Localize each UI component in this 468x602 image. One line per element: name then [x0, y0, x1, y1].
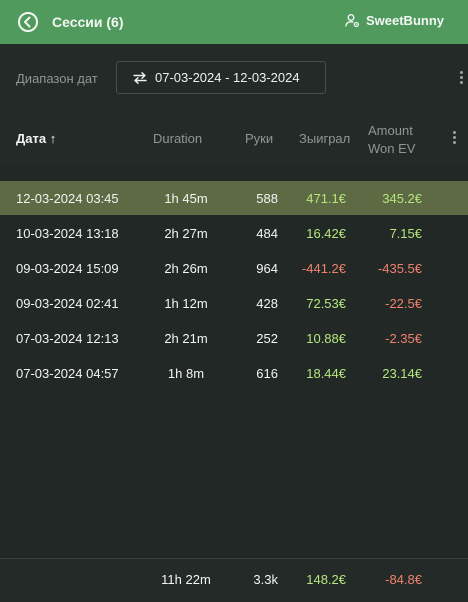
session-hands: 252: [256, 331, 278, 346]
session-duration: 1h 8m: [167, 366, 205, 381]
session-hands: 964: [256, 261, 278, 276]
table-row[interactable]: 07-03-2024 04:57 1h 8m 616 18.44€ 23.14€: [0, 356, 468, 390]
filter-menu-button[interactable]: [456, 69, 466, 87]
table-header: Дата ↑ Duration Руки Зыиграл Amount Won …: [0, 112, 468, 164]
session-won-ev: 345.2€: [382, 191, 422, 206]
total-won-ev: -84.8€: [385, 572, 422, 587]
session-won: -441.2€: [301, 261, 346, 276]
session-duration: 2h 26m: [164, 261, 208, 276]
filter-bar: Диапазон дат 07-03-2024 - 12-03-2024: [0, 44, 468, 112]
back-button[interactable]: [17, 11, 39, 33]
session-hands: 588: [256, 191, 278, 206]
session-won-ev: 23.14€: [382, 366, 422, 381]
date-range-value: 07-03-2024 - 12-03-2024: [155, 70, 300, 85]
session-date: 09-03-2024 15:09: [16, 261, 119, 276]
session-duration: 1h 45m: [164, 191, 208, 206]
table-row[interactable]: 09-03-2024 15:09 2h 26m 964 -441.2€ -435…: [0, 251, 468, 285]
session-won: 10.88€: [306, 331, 346, 346]
kebab-menu-icon: [459, 71, 463, 74]
user-name: SweetBunny: [365, 13, 444, 28]
column-header-hands[interactable]: Руки: [245, 131, 274, 146]
total-hands: 3.3k: [253, 572, 278, 587]
user-menu-button[interactable]: SweetBunny: [345, 13, 444, 28]
session-won-ev: 7.15€: [389, 226, 422, 241]
totals-row: 11h 22m 3.3k 148.2€ -84.8€: [0, 558, 468, 602]
page-title: Сессии (6): [52, 14, 124, 30]
session-duration: 2h 27m: [164, 226, 208, 241]
table-row[interactable]: 09-03-2024 02:41 1h 12m 428 72.53€ -22.5…: [0, 286, 468, 320]
user-settings-icon: [345, 14, 359, 28]
session-won-ev: -22.5€: [385, 296, 422, 311]
session-date: 10-03-2024 13:18: [16, 226, 119, 241]
session-won: 72.53€: [306, 296, 346, 311]
date-range-picker[interactable]: 07-03-2024 - 12-03-2024: [116, 61, 326, 94]
column-header-won-ev[interactable]: Amount Won EV: [368, 122, 415, 158]
table-row[interactable]: 10-03-2024 13:18 2h 27m 484 16.42€ 7.15€: [0, 216, 468, 250]
columns-menu-button[interactable]: [449, 129, 459, 147]
session-duration: 1h 12m: [164, 296, 208, 311]
session-date: 09-03-2024 02:41: [16, 296, 119, 311]
session-date: 12-03-2024 03:45: [16, 191, 119, 206]
column-header-duration[interactable]: Duration: [153, 131, 203, 146]
session-won-ev: -2.35€: [385, 331, 422, 346]
arrow-left-circle-icon: [18, 12, 38, 32]
session-hands: 484: [256, 226, 278, 241]
session-date: 07-03-2024 04:57: [16, 366, 119, 381]
sessions-table: 12-03-2024 03:45 1h 45m 588 471.1€ 345.2…: [0, 164, 468, 558]
app-header: Сессии (6) SweetBunny: [0, 0, 468, 44]
table-row[interactable]: 07-03-2024 12:13 2h 21m 252 10.88€ -2.35…: [0, 321, 468, 355]
swap-arrows-icon: [133, 71, 147, 84]
session-date: 07-03-2024 12:13: [16, 331, 119, 346]
column-header-won-ev-line1: Amount: [368, 123, 413, 138]
session-won: 16.42€: [306, 226, 346, 241]
session-hands: 616: [256, 366, 278, 381]
column-header-won-ev-line2: Won EV: [368, 141, 416, 156]
date-range-label: Диапазон дат: [16, 71, 98, 86]
session-hands: 428: [256, 296, 278, 311]
session-won: 18.44€: [306, 366, 346, 381]
column-header-date[interactable]: Дата ↑: [16, 131, 57, 146]
session-won-ev: -435.5€: [377, 261, 422, 276]
kebab-menu-icon: [452, 131, 456, 134]
total-won: 148.2€: [306, 572, 346, 587]
session-duration: 2h 21m: [164, 331, 208, 346]
session-won: 471.1€: [306, 191, 346, 206]
table-row[interactable]: 12-03-2024 03:45 1h 45m 588 471.1€ 345.2…: [0, 181, 468, 215]
total-duration: 11h 22m: [161, 572, 211, 587]
column-header-won[interactable]: Зыиграл: [299, 131, 351, 146]
